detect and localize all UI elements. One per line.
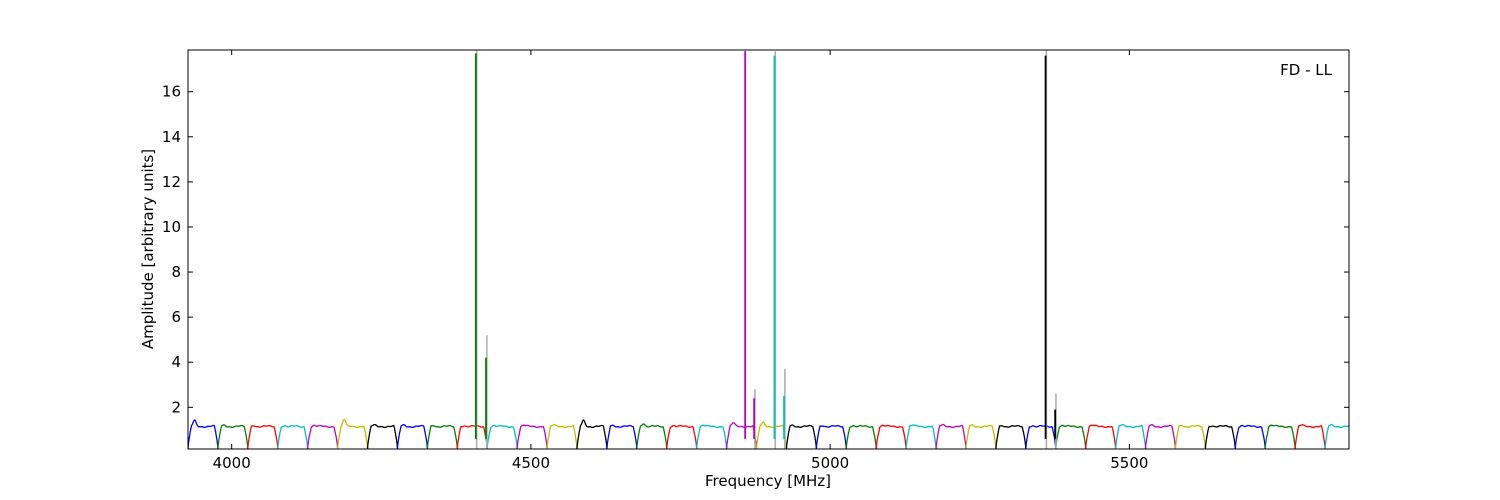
subband-trace (1144, 423, 1177, 449)
subband-trace (546, 424, 578, 449)
subband-trace (1174, 424, 1207, 449)
y-tick-label: 4 (171, 353, 181, 371)
subband-trace (935, 423, 967, 449)
subband-trace (696, 424, 728, 449)
subband-trace (995, 424, 1027, 449)
subband-trace (486, 424, 518, 449)
y-tick-label: 12 (162, 173, 181, 191)
subband-trace (516, 424, 548, 449)
subband-trace (815, 424, 847, 449)
subband-trace (426, 424, 458, 449)
subband-trace (366, 423, 399, 449)
subband-trace (755, 421, 788, 449)
x-tick-label: 4000 (213, 454, 251, 472)
y-tick-label: 14 (162, 128, 181, 146)
subband-trace (636, 423, 668, 449)
rfi-spikes (474, 50, 1057, 449)
subband-trace (725, 422, 758, 449)
subband-trace (576, 419, 608, 449)
plot-frame (187, 49, 1350, 450)
subband-trace (1025, 424, 1057, 449)
subband-trace (965, 424, 997, 449)
subband-trace (845, 424, 877, 449)
spectrum-traces (188, 418, 1349, 449)
y-tick-label: 8 (171, 263, 181, 281)
subband-trace (606, 424, 638, 449)
subband-trace (875, 424, 907, 449)
subband-trace (1294, 424, 1326, 449)
x-axis-ticks: 4000 4500 5000 5500 (213, 50, 1148, 472)
subband-trace (1264, 424, 1296, 449)
plot-annotation: FD - LL (1280, 61, 1332, 79)
subband-trace (1204, 424, 1236, 449)
y-axis-ticks: 2 4 6 8 10 12 14 16 (162, 83, 1349, 416)
subband-trace (1234, 424, 1266, 449)
x-axis-label: Frequency [MHz] (705, 472, 831, 490)
subband-trace (336, 418, 369, 449)
subband-trace (905, 424, 937, 449)
subband-trace (666, 424, 698, 449)
subband-trace (396, 424, 429, 449)
subband-trace (188, 419, 219, 449)
subband-trace (1324, 423, 1349, 449)
subband-trace (1085, 424, 1117, 449)
subband-trace (217, 424, 249, 449)
y-tick-label: 16 (162, 83, 181, 101)
y-tick-label: 6 (171, 308, 181, 326)
x-tick-label: 4500 (512, 454, 550, 472)
subband-trace (277, 424, 309, 449)
y-tick-label: 2 (171, 398, 181, 416)
subband-trace (456, 424, 488, 449)
y-tick-label: 10 (162, 218, 181, 236)
subband-trace (307, 424, 339, 449)
subband-trace (1114, 423, 1147, 449)
x-tick-label: 5000 (811, 454, 849, 472)
y-axis-label: Amplitude [arbitrary units] (139, 149, 157, 349)
subband-trace (785, 424, 818, 449)
subband-trace (247, 424, 279, 449)
x-tick-label: 5500 (1110, 454, 1148, 472)
subband-trace (1055, 424, 1087, 449)
